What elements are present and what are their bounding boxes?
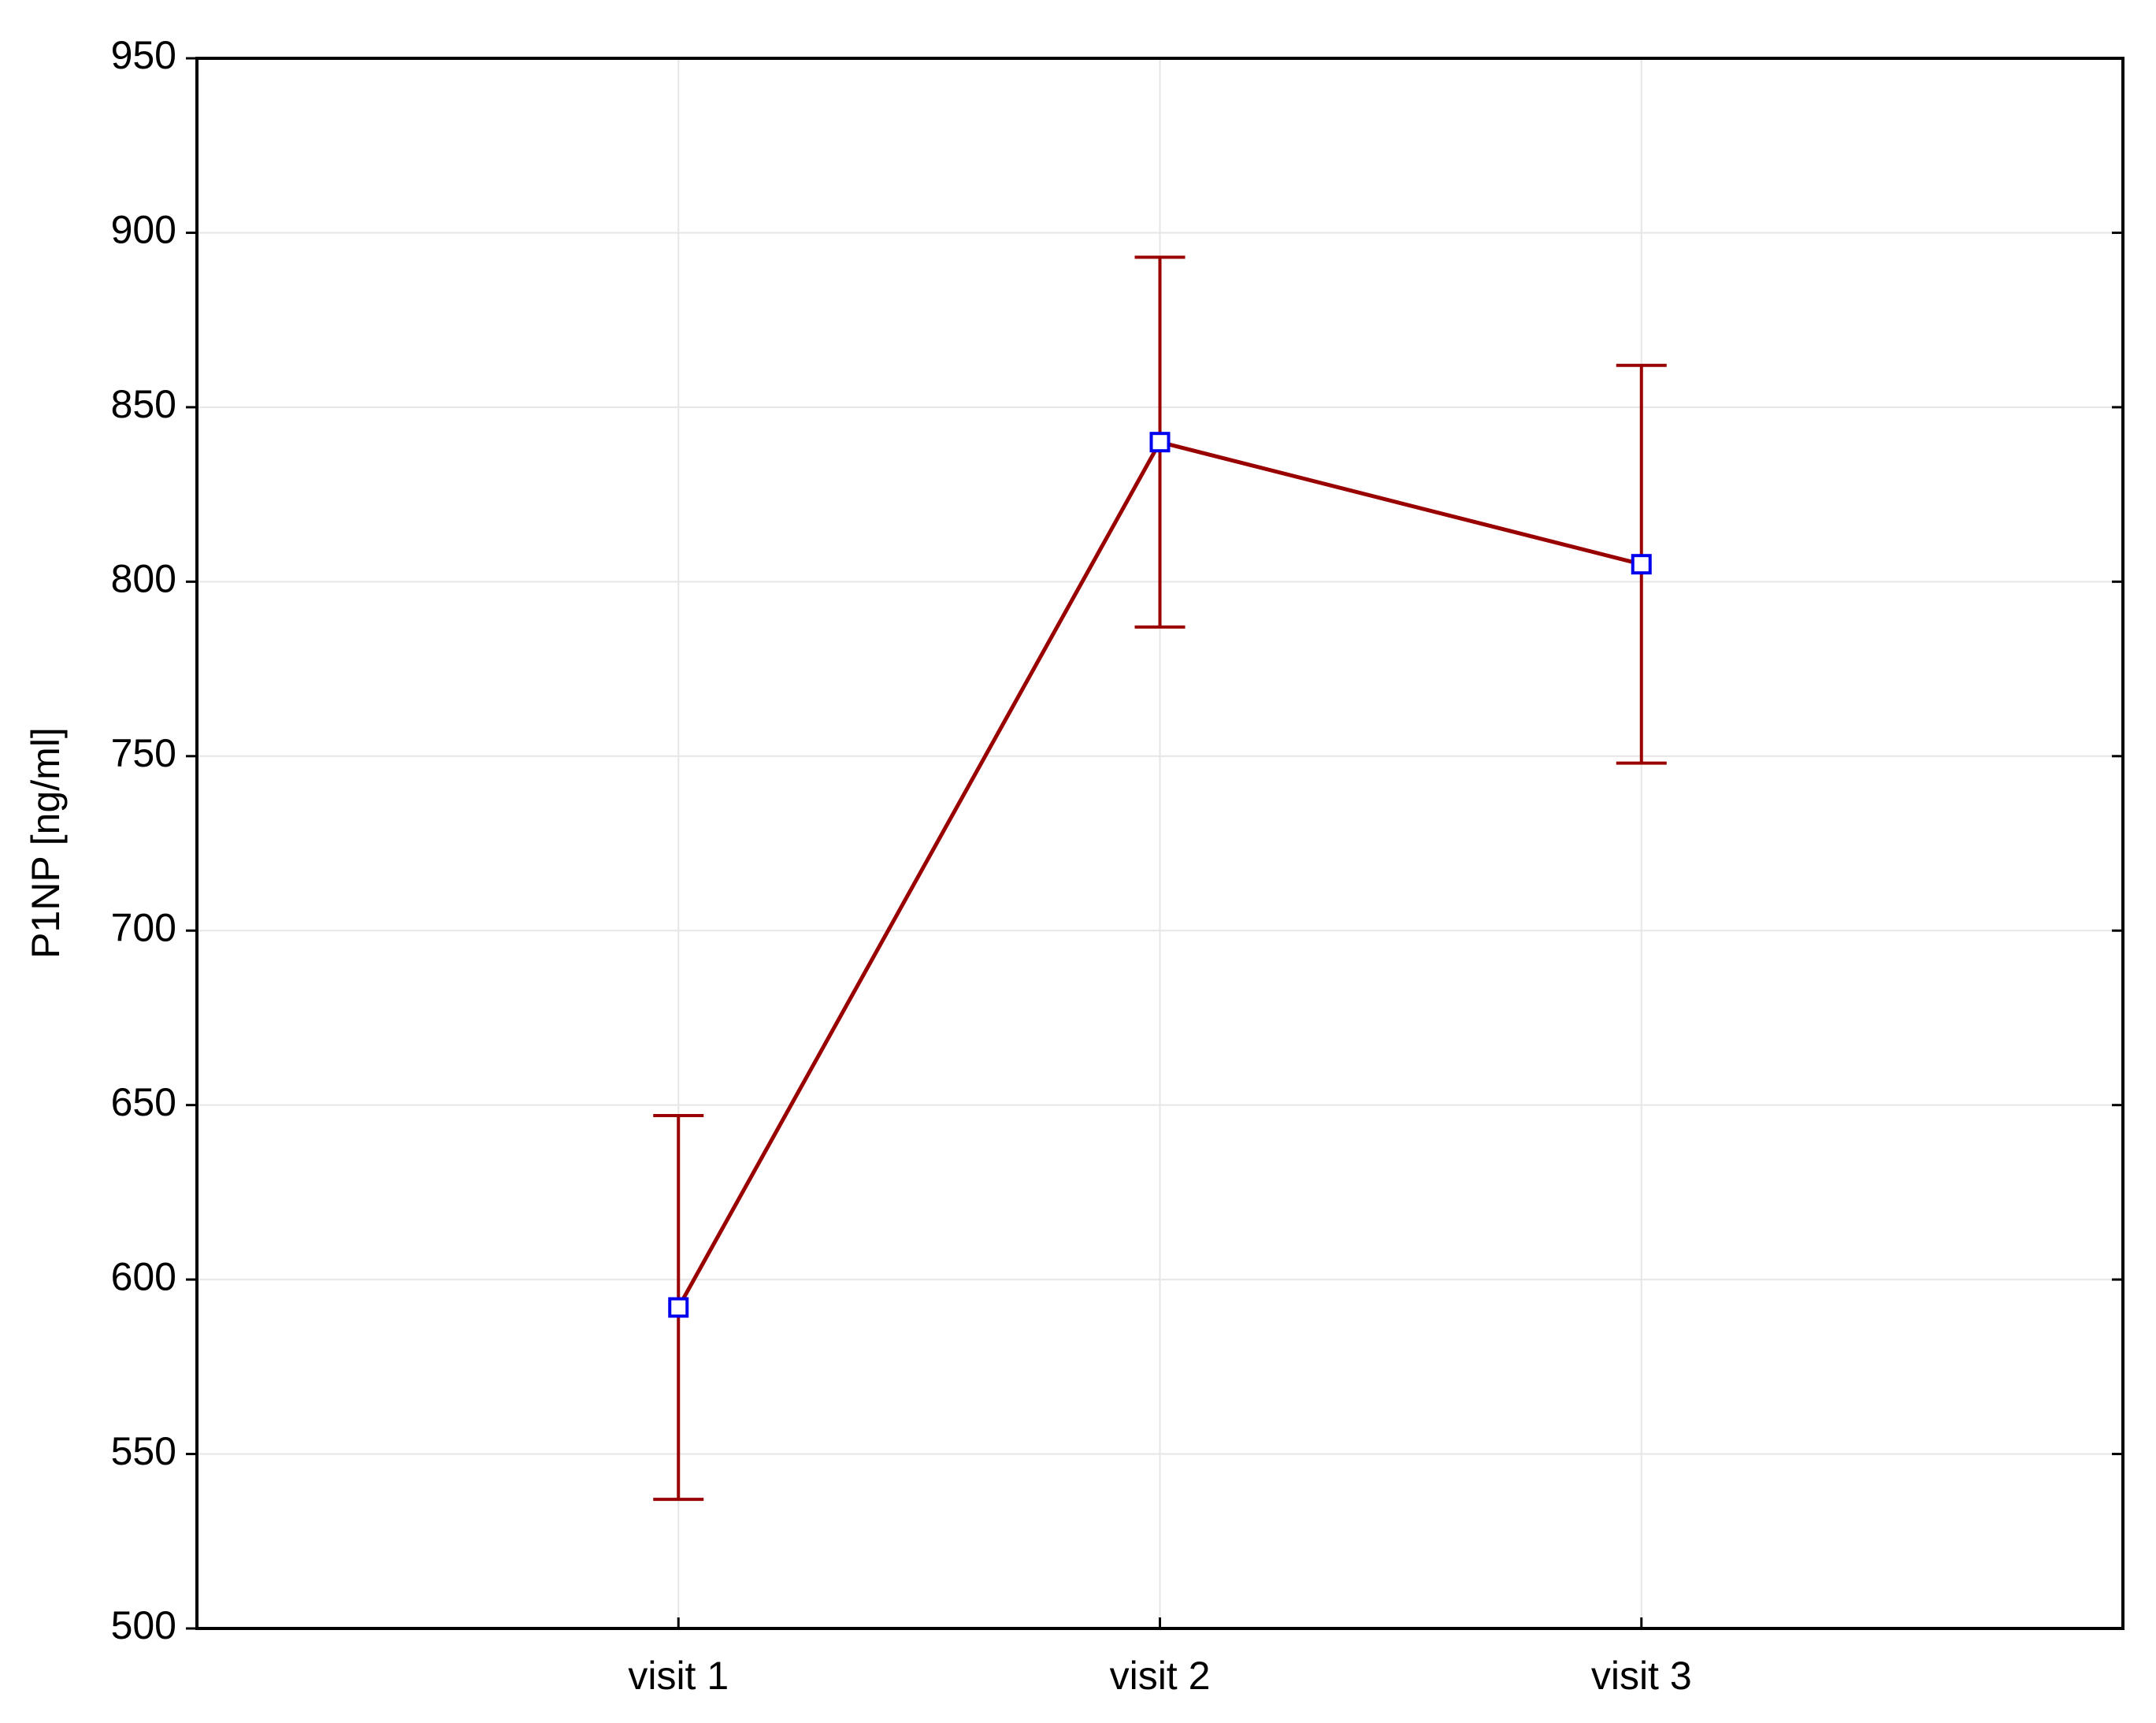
marker (1631, 554, 1652, 575)
x-tick-label: visit 2 (1110, 1654, 1211, 1698)
y-tick-label: 900 (111, 208, 176, 252)
y-tick-label: 650 (111, 1080, 176, 1124)
y-tick-label: 750 (111, 731, 176, 775)
y-tick-label: 950 (111, 33, 176, 77)
y-tick-label: 700 (111, 905, 176, 949)
x-tick-label: visit 3 (1591, 1654, 1692, 1698)
y-tick-label: 550 (111, 1429, 176, 1473)
marker (1149, 432, 1171, 453)
y-tick-label: 600 (111, 1254, 176, 1298)
plot-frame (195, 57, 2124, 1630)
y-axis-label: P1NP [ng/ml] (24, 727, 68, 959)
y-tick-label: 500 (111, 1603, 176, 1647)
y-tick-label: 800 (111, 557, 176, 601)
marker (668, 1297, 689, 1318)
x-tick-label: visit 1 (628, 1654, 729, 1698)
y-tick-label: 850 (111, 382, 176, 426)
